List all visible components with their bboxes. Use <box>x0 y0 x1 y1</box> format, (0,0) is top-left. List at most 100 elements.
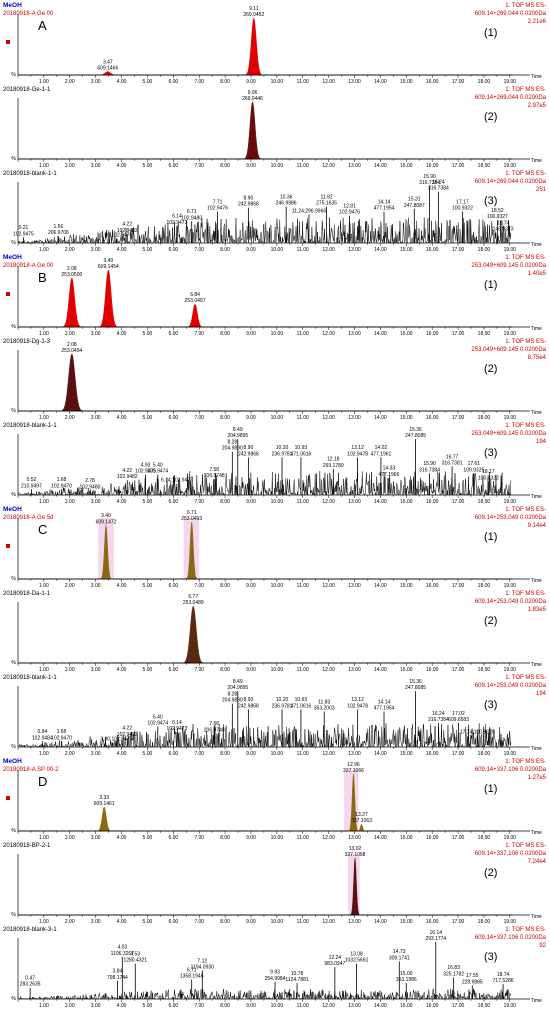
x-tick-label: 10.00 <box>271 499 284 505</box>
x-tick-label: 15.00 <box>400 79 413 85</box>
peak-label: 283.2635 <box>20 982 41 988</box>
x-tick-label: 2.00 <box>65 1003 75 1009</box>
x-tick-label: 3.00 <box>91 835 101 841</box>
x-tick-label: 2.00 <box>65 499 75 505</box>
sample-marker <box>6 40 10 44</box>
peak-label: 204.9895 <box>227 433 248 439</box>
peak-label: 7.58 <box>209 721 219 727</box>
x-tick-label: 4.00 <box>117 79 127 85</box>
x-tick-label: 3.00 <box>91 1003 101 1009</box>
peak-label: 316.7384 <box>419 180 440 186</box>
x-tick-label: 17.00 <box>452 667 465 673</box>
peak-label: 9.11 <box>249 6 259 12</box>
peak-label: 3.47 <box>103 59 113 65</box>
peak-label: 3.80;102.9476 <box>100 736 132 742</box>
x-tick-label: 12.00 <box>322 247 335 253</box>
x-tick-label: 12.00 <box>322 835 335 841</box>
x-tick-label: 8.00 <box>220 667 230 673</box>
peak-label: 206.9706 <box>48 230 69 236</box>
panel-tag: (3) <box>484 195 497 207</box>
peak-label: 609.1454 <box>98 264 119 270</box>
peak-area <box>357 823 366 832</box>
peak-area <box>348 773 359 832</box>
sample-marker <box>6 796 10 800</box>
x-tick-label: 7.00 <box>194 667 204 673</box>
chromatogram-panel <box>17 602 530 666</box>
peak-label: 2.08 <box>67 342 77 348</box>
x-tick-label: 13.00 <box>348 247 361 253</box>
x-tick-label: 5.00 <box>143 667 153 673</box>
x-tick-label: 10.00 <box>271 751 284 757</box>
method-label: 1: TOF MS ES- <box>505 339 546 345</box>
x-tick-label: 1.00 <box>39 919 49 925</box>
x-tick-label: 3.00 <box>91 415 101 421</box>
x-tick-label: 15.00 <box>400 247 413 253</box>
x-tick-label: 5.00 <box>143 415 153 421</box>
peak-area <box>62 277 82 328</box>
peak-label: 14.73 <box>393 949 406 955</box>
x-tick-label: 11.00 <box>297 835 309 841</box>
x-tick-label: 8.00 <box>220 583 230 589</box>
channel-label: 609.14+253.049 0.0200Da <box>475 515 547 521</box>
x-tick-label: 7.00 <box>194 499 204 505</box>
y-axis-unit: % <box>11 156 16 162</box>
x-tick-label: 17.00 <box>452 751 465 757</box>
x-tick-label: 6.00 <box>168 247 178 253</box>
y-axis-unit: % <box>11 996 16 1002</box>
x-tick-label: 5.00 <box>143 1003 153 1009</box>
peak-label: 210.9497 <box>21 483 42 489</box>
x-tick-label: 16.00 <box>426 1003 439 1009</box>
peak-label: 102.9470 <box>51 735 72 741</box>
method-label: 1: TOF MS ES- <box>505 507 546 513</box>
x-tick-label: 12.00 <box>322 415 335 421</box>
x-tick-label: 16.00 <box>426 331 439 337</box>
peak-label: 316.7384 <box>419 467 440 473</box>
peak-label: 14.33 <box>383 466 396 472</box>
peak-label: 102.9482 <box>117 474 138 480</box>
x-tick-label: 4.00 <box>117 247 127 253</box>
x-tick-label: 18.00 <box>478 1003 491 1009</box>
intensity-label: 2.21e6 <box>528 19 547 25</box>
x-tick-label: 11.00 <box>297 667 309 673</box>
peak-label: 253.0494 <box>61 348 82 354</box>
x-tick-label: 7.00 <box>194 163 204 169</box>
peak-label: 6.14 <box>172 720 182 726</box>
x-tick-label: 19.00 <box>504 751 517 757</box>
x-tick-label: 14.00 <box>374 667 387 673</box>
x-tick-label: 17.00 <box>452 1003 465 1009</box>
peak-label: 11.83 <box>318 699 330 705</box>
peak-label: 102.9475 <box>13 231 34 237</box>
x-tick-label: 19.00 <box>504 667 517 673</box>
y-axis-unit: % <box>11 744 16 750</box>
peak-label: 1032.5661 <box>345 958 369 964</box>
x-tick-label: 12.00 <box>322 499 335 505</box>
blank-trace <box>18 988 512 1000</box>
peak-label: 4.03 <box>117 945 127 951</box>
peak-label: 100.9322 <box>452 206 473 212</box>
peak-label: 206.9748 <box>204 727 225 733</box>
peak-area <box>186 521 198 580</box>
peak-label: 253.0500 <box>61 272 82 278</box>
channel-label: 609.14+337.106 0.0200Da <box>475 767 547 773</box>
x-tick-label: 8.00 <box>220 751 230 757</box>
peak-label: 242.9868 <box>238 703 259 709</box>
peak-label: 17.61 <box>468 461 481 467</box>
x-tick-label: 1.00 <box>39 751 49 757</box>
peak-label: 17.55 <box>466 973 479 979</box>
x-tick-label: 7.00 <box>194 331 204 337</box>
peak-label: 6.71 <box>187 967 197 973</box>
peak-label: 102.9476 <box>339 210 360 216</box>
peak-label: 4.22 <box>122 468 132 474</box>
chromatogram-panel <box>17 182 530 246</box>
peak-label: 337.1063 <box>351 818 372 824</box>
sample-name: 20180918-Da-1-1 <box>3 591 51 597</box>
x-tick-label: 9.00 <box>246 163 256 169</box>
x-tick-label: 16.00 <box>426 751 439 757</box>
x-tick-label: 12.00 <box>322 919 335 925</box>
peak-label: 15.90 <box>423 174 436 180</box>
peak-label: 1358.1946 <box>180 974 204 980</box>
peak-label: 477.1966 <box>379 472 400 478</box>
peak-label: 253.0497 <box>185 298 206 304</box>
panel-tag: (3) <box>484 447 497 459</box>
